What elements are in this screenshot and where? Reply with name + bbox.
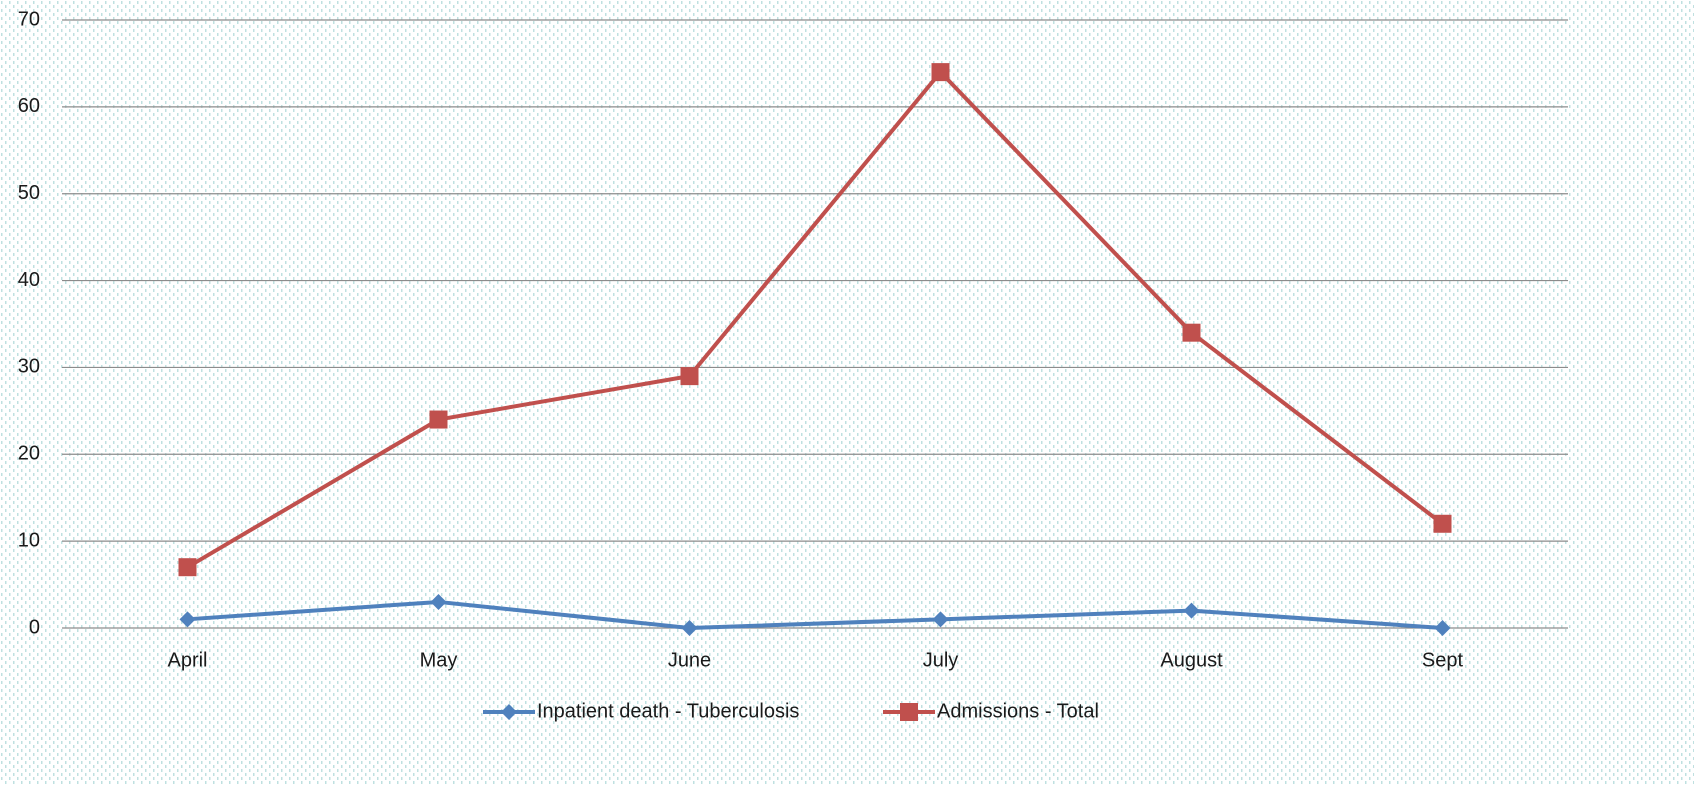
x-tick-label: August (1160, 649, 1223, 671)
x-tick-label: June (668, 649, 711, 671)
y-tick-label: 0 (29, 616, 40, 638)
data-point (680, 367, 699, 386)
data-point (1183, 602, 1200, 619)
legend-swatch-marker (900, 703, 918, 721)
series-line (186, 70, 1444, 569)
y-tick-label: 50 (18, 182, 40, 204)
x-tick-label: Sept (1422, 649, 1464, 671)
y-tick-label: 30 (18, 356, 40, 378)
data-point (179, 611, 196, 628)
data-point (429, 410, 448, 429)
data-point (1182, 323, 1201, 342)
data-point (178, 558, 197, 577)
legend-label: Inpatient death - Tuberculosis (537, 700, 799, 722)
y-tick-label: 10 (18, 529, 40, 551)
series-line (187, 599, 1443, 630)
y-tick-label: 70 (18, 8, 40, 30)
legend-swatch-marker (501, 704, 517, 720)
x-tick-label: July (923, 649, 959, 671)
x-tick-label: April (167, 649, 207, 671)
y-tick-label: 40 (18, 269, 40, 291)
data-point (931, 63, 950, 82)
data-point (1433, 514, 1452, 533)
y-tick-label: 20 (18, 443, 40, 465)
data-point (430, 593, 447, 610)
legend-label: Admissions - Total (937, 700, 1099, 722)
y-tick-label: 60 (18, 95, 40, 117)
data-point (1434, 620, 1451, 636)
data-point (932, 611, 949, 628)
x-tick-label: May (420, 649, 458, 671)
data-point (681, 620, 698, 636)
